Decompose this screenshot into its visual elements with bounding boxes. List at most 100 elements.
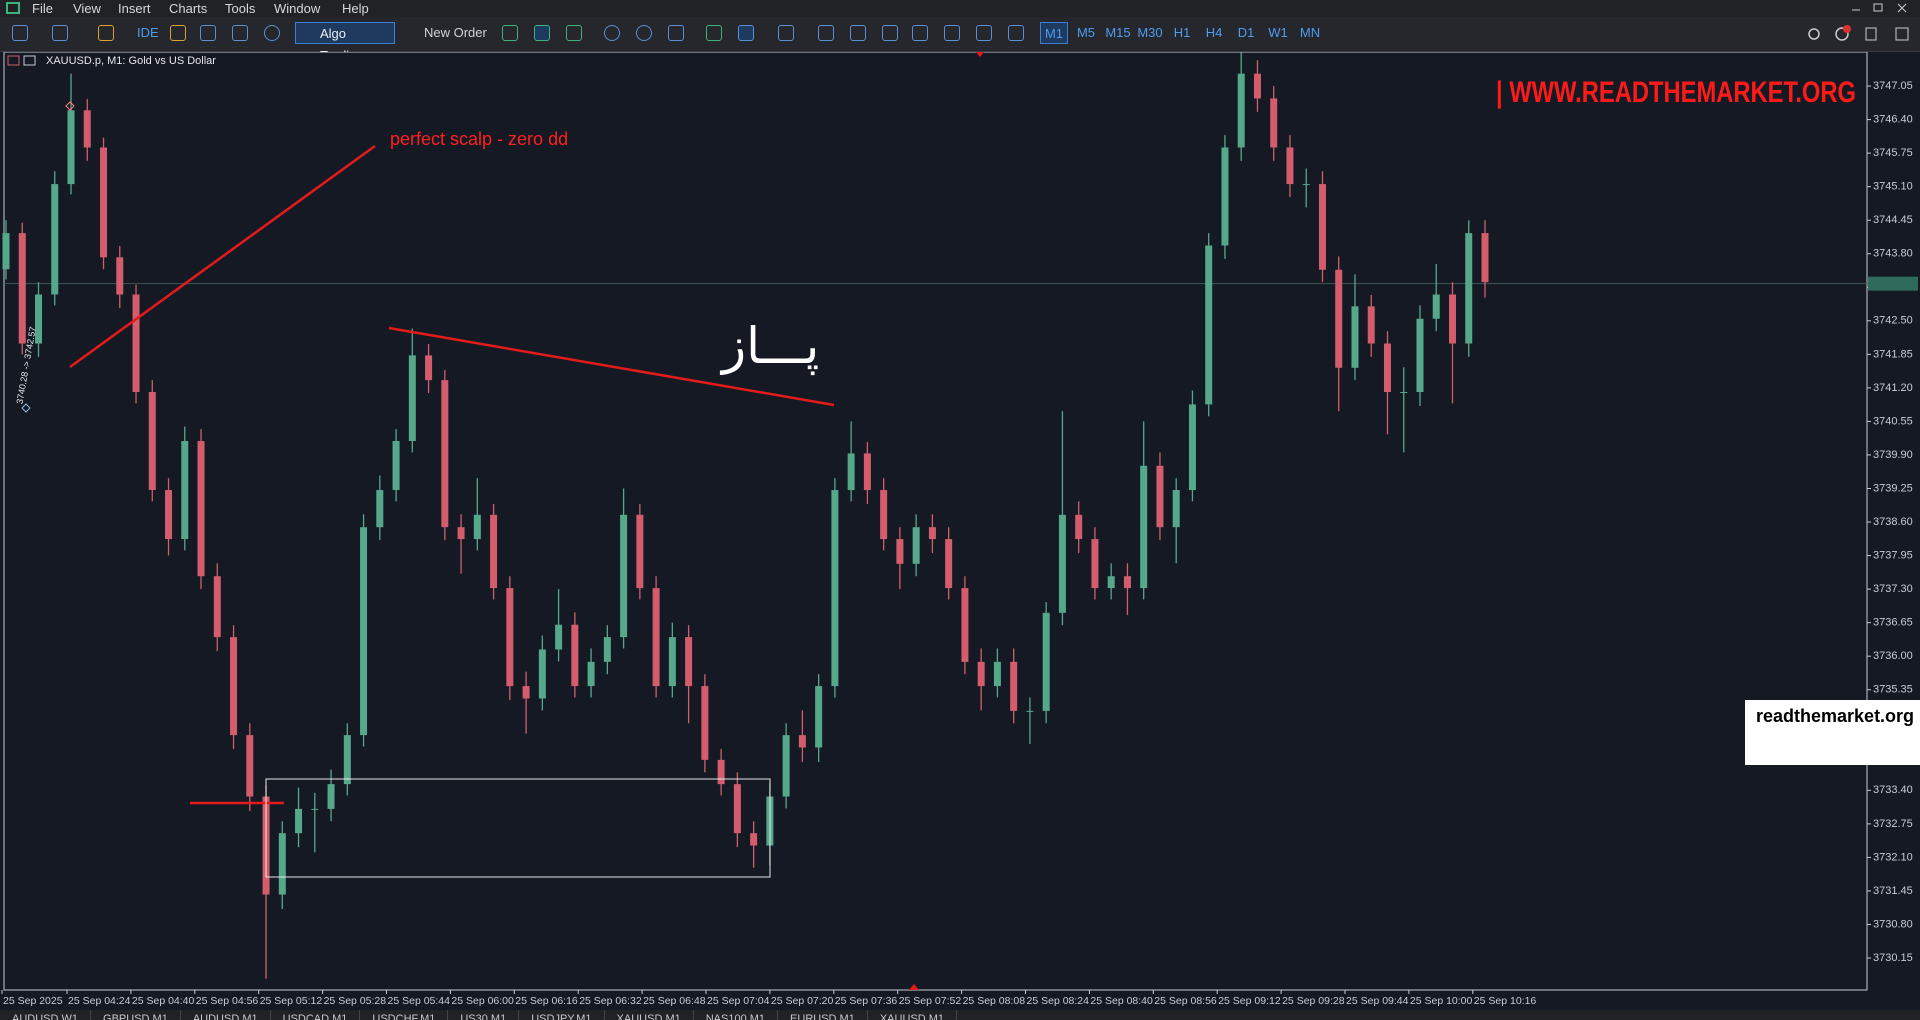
- y-tick-label: 3744.45: [1873, 214, 1913, 226]
- candle-body: [1448, 294, 1456, 344]
- candle-body: [2, 233, 10, 270]
- tool-icon[interactable]: [976, 25, 992, 41]
- candle-body: [636, 514, 644, 589]
- x-tick-label: 25 Sep 06:48: [643, 995, 706, 1007]
- candle-body: [1465, 233, 1473, 344]
- chart: 3747.05 3746.40 3745.75 3745.10 3744.45 3743.…: [0, 52, 1920, 1010]
- x-tick-label: 25 Sep 05:44: [388, 995, 451, 1007]
- tool-icon[interactable]: [706, 25, 722, 41]
- timeframe-button[interactable]: M1: [1040, 22, 1068, 44]
- chart-tab[interactable]: USDCHF,M1: [360, 1010, 449, 1020]
- tool-icon[interactable]: [668, 25, 684, 41]
- tool-icon[interactable]: [52, 25, 68, 41]
- chart-tab[interactable]: AUDUSD,W1: [0, 1010, 92, 1020]
- tool-icon[interactable]: [566, 25, 582, 41]
- tool-icon[interactable]: [264, 25, 280, 41]
- algo-trading-button[interactable]: Algo Trading: [295, 22, 395, 63]
- candle-body: [912, 527, 920, 564]
- tool-icon[interactable]: [170, 25, 186, 41]
- menu-bar: File View Insert Charts Tools Window Hel…: [0, 0, 1920, 17]
- tool-icon[interactable]: [882, 25, 898, 41]
- timeframe-button[interactable]: M5: [1076, 25, 1096, 40]
- menu-item[interactable]: View: [73, 1, 101, 16]
- menu-item[interactable]: Help: [342, 1, 369, 16]
- x-tick-label: 25 Sep 10:16: [1474, 995, 1537, 1007]
- tool-icon[interactable]: [636, 25, 652, 41]
- candle-body: [1075, 514, 1083, 540]
- tool-icon[interactable]: [1008, 25, 1024, 41]
- candle-body: [1302, 184, 1310, 186]
- menu-item[interactable]: File: [32, 1, 53, 16]
- timeframe-button[interactable]: W1: [1268, 25, 1288, 40]
- candle-body: [1107, 576, 1115, 589]
- candle-body: [1432, 294, 1440, 319]
- y-tick-label: 3745.75: [1873, 147, 1913, 159]
- y-tick-label: 3743.80: [1873, 248, 1913, 260]
- menu-item[interactable]: Window: [274, 1, 321, 16]
- tool-icon[interactable]: [604, 25, 620, 41]
- chart-tab[interactable]: XAUUSD,M1: [605, 1010, 694, 1020]
- tool-icon[interactable]: [944, 25, 960, 41]
- chart-tab[interactable]: AUDUSD,M1: [181, 1010, 271, 1020]
- candle-body: [1058, 514, 1066, 613]
- toolbar-right-icons[interactable]: [1804, 19, 1914, 49]
- candle-body: [1286, 147, 1294, 185]
- tool-icon[interactable]: [200, 25, 216, 41]
- candle-body: [327, 784, 335, 809]
- tool-icon[interactable]: [778, 25, 794, 41]
- candle-body: [1367, 306, 1375, 344]
- y-tick-label: 3731.45: [1873, 885, 1913, 897]
- chart-title: XAUUSD.p, M1: Gold vs US Dollar: [46, 55, 216, 67]
- candle-body: [1188, 404, 1196, 491]
- candle-body: [457, 527, 465, 540]
- timeframe-button[interactable]: D1: [1237, 25, 1255, 40]
- y-tick-label: 3730.80: [1873, 918, 1913, 930]
- chart-tab[interactable]: XAUUSD,M1: [868, 1010, 958, 1020]
- tool-icon[interactable]: [502, 25, 518, 41]
- candle-body: [555, 624, 563, 650]
- timeframe-button[interactable]: H1: [1173, 25, 1191, 40]
- candle-body: [571, 624, 579, 687]
- menu-item[interactable]: Charts: [169, 1, 208, 16]
- candle-body: [603, 637, 611, 662]
- tool-icon[interactable]: [738, 25, 754, 41]
- candle-body: [213, 576, 221, 638]
- tool-icon[interactable]: [818, 25, 834, 41]
- tool-icon[interactable]: [12, 25, 28, 41]
- app-icon: [6, 2, 20, 14]
- candle-body: [311, 808, 319, 810]
- candle-body: [831, 490, 839, 687]
- window-controls[interactable]: [1846, 0, 1916, 16]
- candle-body: [977, 661, 985, 687]
- timeframe-button[interactable]: H4: [1205, 25, 1223, 40]
- tool-icon[interactable]: [534, 25, 550, 41]
- new-order-button[interactable]: New Order: [424, 25, 487, 40]
- tool-icon[interactable]: [232, 25, 248, 41]
- tool-icon[interactable]: [912, 25, 928, 41]
- candle-body: [1042, 612, 1050, 711]
- candle-body: [782, 735, 790, 797]
- tool-icon[interactable]: [98, 25, 114, 41]
- symbol-icon: [7, 55, 20, 66]
- chart-tab[interactable]: GBPUSD,M1: [91, 1010, 181, 1020]
- candle-body: [392, 441, 400, 491]
- chart-tab[interactable]: EURUSD,M1: [778, 1010, 868, 1020]
- chart-tab[interactable]: USDCAD,M1: [271, 1010, 361, 1020]
- timeframe-button[interactable]: MN: [1299, 25, 1321, 40]
- chart-tab[interactable]: US30,M1: [448, 1010, 520, 1020]
- menu-item[interactable]: Tools: [225, 1, 256, 16]
- chart-tab[interactable]: USDJPY,M1: [519, 1010, 605, 1020]
- ide-button[interactable]: IDE: [137, 25, 159, 40]
- menu-item[interactable]: Insert: [118, 1, 151, 16]
- x-tick-label: 25 Sep 09:12: [1218, 995, 1281, 1007]
- x-tick-label: 25 Sep 07:04: [707, 995, 770, 1007]
- candle-body: [733, 784, 741, 834]
- candle-body: [83, 110, 91, 148]
- timeframe-button[interactable]: M15: [1105, 25, 1131, 40]
- chart-tab[interactable]: NAS100,M1: [694, 1010, 779, 1020]
- timeframe-button[interactable]: M30: [1137, 25, 1163, 40]
- x-tick-label: 25 Sep 07:52: [899, 995, 962, 1007]
- x-tick-label: 25 Sep 06:00: [451, 995, 514, 1007]
- tool-icon[interactable]: [850, 25, 866, 41]
